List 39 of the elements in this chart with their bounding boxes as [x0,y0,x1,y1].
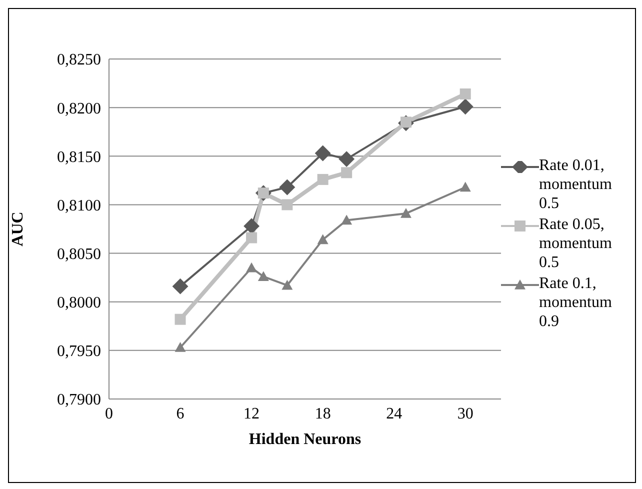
legend-label: Rate 0.01, momentum 0.5 [539,156,613,212]
point [279,179,296,196]
point [460,182,471,192]
y-tick-label: 0,8200 [57,100,101,118]
x-tick-label: 0 [105,405,113,422]
y-tick-label: 0,7900 [57,392,101,409]
point [341,167,352,178]
y-tick-label: 0,8100 [57,197,101,214]
point [338,151,355,168]
point [282,199,293,210]
point [317,174,328,185]
y-axis-title: AUC [10,212,27,246]
x-tick-label: 24 [386,405,402,422]
point [341,214,352,225]
y-tick-label: 0,8250 [57,52,101,69]
x-axis-title: Hidden Neurons [248,431,362,448]
x-tick-label: 18 [314,405,331,422]
point [457,98,474,115]
point [258,271,269,281]
point [282,280,293,290]
point [314,145,331,162]
y-tick-label: 0,8050 [57,246,101,263]
y-tick-label: 0,8000 [57,294,101,312]
point [460,88,471,100]
x-tick-label: 30 [457,405,474,422]
point [174,342,186,352]
point [317,234,328,244]
point [172,278,188,294]
y-tick-label: 0,8150 [57,148,101,166]
legend-label: Rate 0.1, momentum 0.9 [539,274,613,330]
point [246,262,258,272]
x-tick-label: 12 [244,405,260,422]
y-tick-label: 0,7950 [57,343,101,360]
legend-label: Rate 0.05, momentum 0.5 [539,214,613,272]
point [244,218,260,234]
point [246,232,258,244]
point [400,208,412,218]
point [174,314,186,325]
x-tick-label: 6 [176,405,184,422]
